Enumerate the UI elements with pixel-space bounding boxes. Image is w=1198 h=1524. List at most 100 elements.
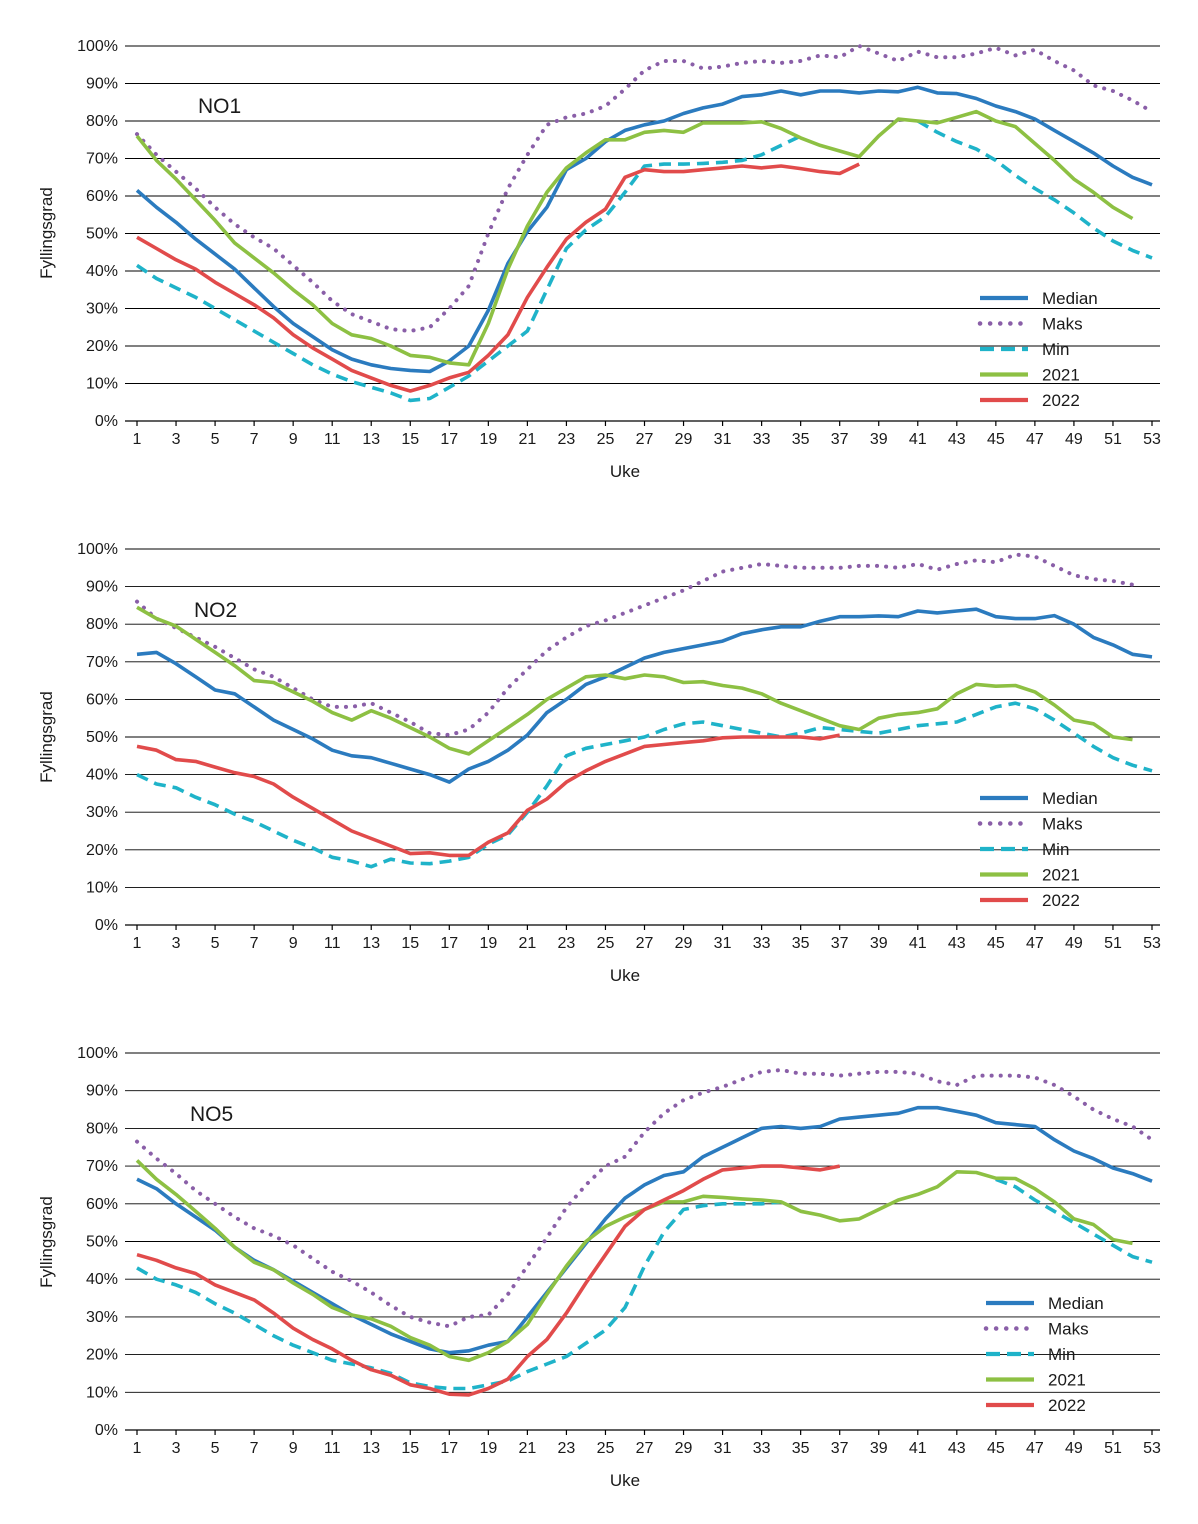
x-tick-label: 51 — [1104, 431, 1122, 448]
x-tick-label: 33 — [753, 935, 771, 952]
y-tick-label: 70% — [86, 1158, 118, 1175]
x-tick-label: 41 — [909, 431, 927, 448]
x-tick-label: 11 — [324, 935, 341, 952]
y-tick-label: 60% — [86, 691, 118, 708]
y-tick-label: 60% — [86, 1196, 118, 1213]
x-tick-label: 23 — [558, 935, 576, 952]
y-tick-label: 30% — [86, 804, 118, 821]
y-tick-label: 80% — [86, 113, 118, 130]
x-tick-label: 51 — [1104, 1440, 1122, 1457]
legend-label: Min — [1042, 840, 1069, 859]
x-tick-label: 17 — [440, 1440, 458, 1457]
x-axis-title: Uke — [610, 462, 640, 481]
x-tick-label: 35 — [792, 431, 810, 448]
x-tick-label: 9 — [289, 935, 298, 952]
series-line-maks — [135, 552, 1135, 738]
legend-label: Maks — [1042, 815, 1083, 834]
x-tick-label: 17 — [440, 935, 458, 952]
series-line-2022 — [136, 1164, 841, 1397]
x-tick-label: 49 — [1065, 1440, 1083, 1457]
y-tick-label: 40% — [86, 767, 118, 784]
series-line-maks — [135, 44, 1154, 333]
x-tick-label: 45 — [987, 935, 1005, 952]
legend-label: 2022 — [1042, 891, 1080, 910]
x-tick-label: 49 — [1065, 431, 1083, 448]
x-tick-label: 17 — [440, 431, 458, 448]
y-tick-label: 10% — [86, 1384, 118, 1401]
x-tick-label: 11 — [324, 431, 341, 448]
x-tick-label: 15 — [401, 935, 419, 952]
y-tick-label: 70% — [86, 151, 118, 168]
y-tick-label: 80% — [86, 1120, 118, 1137]
x-tick-label: 13 — [362, 935, 380, 952]
series-line-2021 — [135, 109, 1134, 367]
y-tick-label: 70% — [86, 654, 118, 671]
y-tick-label: 90% — [86, 1083, 118, 1100]
y-tick-label: 60% — [86, 188, 118, 205]
x-tick-label: 25 — [597, 935, 615, 952]
x-tick-label: 31 — [714, 431, 732, 448]
x-tick-label: 5 — [211, 1440, 220, 1457]
x-tick-label: 3 — [172, 431, 181, 448]
x-tick-label: 53 — [1143, 431, 1161, 448]
y-tick-label: 100% — [77, 541, 118, 558]
x-tick-label: 3 — [172, 1440, 181, 1457]
x-tick-label: 21 — [518, 1440, 536, 1457]
y-axis-title: Fyllingsgrad — [37, 187, 56, 279]
y-tick-label: 20% — [86, 842, 118, 859]
series-line-median — [136, 1105, 1153, 1355]
x-tick-label: 43 — [948, 431, 966, 448]
legend-label: Maks — [1048, 1320, 1089, 1339]
y-tick-label: 40% — [86, 1271, 118, 1288]
y-tick-label: 50% — [86, 729, 118, 746]
x-tick-label: 37 — [831, 431, 849, 448]
legend-label: Median — [1042, 289, 1098, 308]
x-tick-label: 51 — [1104, 935, 1122, 952]
x-tick-label: 33 — [753, 1440, 771, 1457]
x-tick-label: 39 — [870, 431, 888, 448]
series-line-2021 — [136, 605, 1133, 756]
x-tick-label: 45 — [987, 1440, 1005, 1457]
x-tick-label: 37 — [831, 1440, 849, 1457]
x-tick-label: 27 — [636, 1440, 654, 1457]
series-line-min — [135, 119, 1153, 403]
x-tick-label: 39 — [870, 1440, 888, 1457]
y-tick-label: 90% — [86, 76, 118, 93]
legend-label: Median — [1048, 1294, 1104, 1313]
y-tick-label: 0% — [95, 917, 118, 934]
y-tick-label: 30% — [86, 1309, 118, 1326]
series-line-maks — [135, 1068, 1154, 1329]
legend-label: Min — [1048, 1345, 1075, 1364]
x-tick-label: 53 — [1143, 1440, 1161, 1457]
legend-label: 2022 — [1042, 391, 1080, 410]
y-tick-label: 20% — [86, 1347, 118, 1364]
series-line-min — [136, 701, 1153, 869]
series-line-2022 — [136, 733, 841, 858]
legend-label: 2022 — [1048, 1396, 1086, 1415]
x-tick-label: 35 — [792, 935, 810, 952]
x-tick-label: 27 — [636, 431, 654, 448]
y-axis-title: Fyllingsgrad — [37, 691, 56, 783]
legend-label: Maks — [1042, 315, 1083, 334]
x-tick-label: 53 — [1143, 935, 1161, 952]
x-tick-label: 43 — [948, 1440, 966, 1457]
panel-title: NO5 — [190, 1103, 233, 1126]
y-tick-label: 0% — [95, 413, 118, 430]
x-tick-label: 7 — [250, 1440, 259, 1457]
series-line-median — [136, 607, 1153, 784]
x-tick-label: 1 — [133, 431, 142, 448]
x-tick-label: 27 — [636, 935, 654, 952]
x-tick-label: 13 — [362, 1440, 380, 1457]
x-tick-label: 15 — [401, 1440, 419, 1457]
y-tick-label: 100% — [77, 38, 118, 55]
x-tick-label: 49 — [1065, 935, 1083, 952]
y-tick-label: 40% — [86, 263, 118, 280]
x-tick-label: 41 — [909, 935, 927, 952]
panel-title: NO1 — [198, 95, 241, 118]
panel-title: NO2 — [194, 599, 237, 622]
x-tick-label: 29 — [675, 431, 693, 448]
x-tick-label: 15 — [401, 431, 419, 448]
x-tick-label: 25 — [597, 1440, 615, 1457]
x-tick-label: 47 — [1026, 935, 1044, 952]
series-line-median — [135, 85, 1153, 374]
